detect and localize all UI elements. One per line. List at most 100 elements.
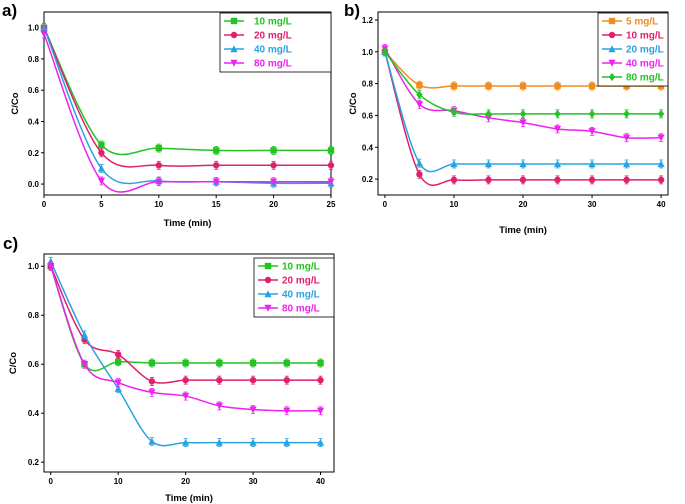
legend-swatch-marker	[608, 73, 616, 81]
x-tick-label: 25	[327, 200, 336, 209]
x-axis-label: Time (min)	[164, 218, 212, 229]
data-point	[182, 392, 190, 400]
y-axis-label: C/Co	[8, 352, 19, 374]
data-point	[215, 438, 223, 446]
data-point	[553, 125, 562, 133]
y-tick-label: 0.4	[362, 143, 374, 152]
data-point	[657, 109, 665, 118]
data-point	[450, 176, 458, 184]
x-tick-label: 10	[449, 200, 458, 209]
data-point	[98, 149, 105, 156]
series-80-mg-l	[47, 261, 325, 416]
legend-swatch-marker	[230, 45, 238, 53]
legend-swatch-marker	[264, 304, 272, 312]
data-point	[623, 109, 630, 118]
data-point	[519, 119, 527, 127]
data-point	[588, 82, 596, 90]
data-point	[283, 359, 290, 367]
x-tick-label: 10	[154, 200, 163, 209]
data-point	[588, 109, 596, 118]
legend-entry: 10 mg/L	[626, 31, 664, 42]
data-point	[114, 384, 122, 392]
y-tick-label: 0.6	[28, 360, 40, 369]
data-point	[155, 144, 162, 152]
data-point	[657, 134, 665, 142]
data-point	[182, 359, 189, 367]
legend-swatch-marker	[264, 262, 272, 270]
data-point	[553, 160, 562, 168]
data-point	[148, 437, 156, 445]
data-point	[97, 177, 105, 185]
y-tick-label: 0.8	[28, 55, 40, 64]
data-point	[283, 438, 291, 446]
data-point	[215, 402, 223, 410]
panel-label: b)	[344, 1, 360, 20]
y-tick-label: 0.6	[362, 111, 374, 120]
x-tick-label: 15	[212, 200, 221, 209]
legend-entry: 20 mg/L	[626, 45, 664, 56]
y-tick-label: 1.0	[28, 262, 40, 271]
x-tick-label: 20	[269, 200, 278, 209]
data-point	[249, 438, 257, 446]
y-tick-label: 1.2	[362, 16, 374, 25]
legend-entry: 5 mg/L	[626, 17, 658, 28]
x-tick-label: 0	[49, 477, 54, 486]
x-tick-label: 0	[383, 200, 388, 209]
data-point	[40, 30, 48, 38]
x-axis-label: Time (min)	[165, 493, 213, 504]
y-axis-label: C/Co	[10, 92, 21, 114]
data-point	[554, 109, 561, 118]
data-point	[270, 147, 277, 154]
data-point	[622, 134, 631, 142]
legend-swatch-marker	[230, 17, 238, 25]
data-point	[554, 176, 561, 184]
x-tick-label: 10	[114, 477, 123, 486]
data-point	[622, 160, 631, 168]
data-point	[249, 376, 257, 384]
legend-entry: 20 mg/L	[282, 276, 320, 287]
data-point	[588, 176, 596, 184]
data-point	[554, 82, 561, 90]
series-80-mg-l	[40, 29, 335, 193]
data-point	[485, 82, 492, 90]
x-tick-label: 20	[519, 200, 528, 209]
data-point	[40, 23, 48, 31]
data-point	[213, 162, 220, 169]
data-point	[270, 162, 277, 169]
x-axis-label: Time (min)	[499, 225, 547, 236]
data-point	[623, 176, 630, 184]
series-20-mg-l	[47, 261, 324, 386]
data-point	[588, 160, 596, 168]
data-point	[249, 359, 257, 367]
plot-frame	[43, 253, 335, 473]
legend-swatch-marker	[264, 276, 272, 284]
chart-panel-b: b) 0 10 20 30 40 0.2 0.4 0.6 0.8 1.0 1.2 Time (min) C…	[344, 1, 669, 236]
data-point	[148, 389, 156, 397]
data-point	[97, 164, 105, 172]
y-tick-label: 0.0	[28, 180, 40, 189]
data-point	[316, 407, 325, 415]
legend-entry: 10 mg/L	[282, 262, 320, 273]
legend-entry: 80 mg/L	[254, 59, 292, 70]
y-tick-label: 0.8	[28, 311, 40, 320]
data-point	[415, 159, 424, 167]
data-point	[450, 160, 458, 168]
data-point	[148, 359, 156, 367]
data-point	[588, 128, 596, 136]
legend-entry: 40 mg/L	[254, 45, 292, 56]
data-point	[283, 407, 291, 415]
legend-entry: 40 mg/L	[282, 290, 320, 301]
data-point	[216, 376, 223, 384]
data-point	[80, 361, 89, 369]
data-point	[416, 171, 423, 178]
data-point	[485, 109, 492, 118]
data-point	[213, 147, 220, 154]
data-point	[484, 160, 493, 168]
x-tick-label: 0	[42, 200, 47, 209]
legend-swatch-marker	[608, 31, 616, 39]
data-point	[519, 160, 527, 168]
data-point	[485, 176, 492, 184]
data-point	[317, 376, 324, 384]
data-point	[80, 331, 89, 339]
